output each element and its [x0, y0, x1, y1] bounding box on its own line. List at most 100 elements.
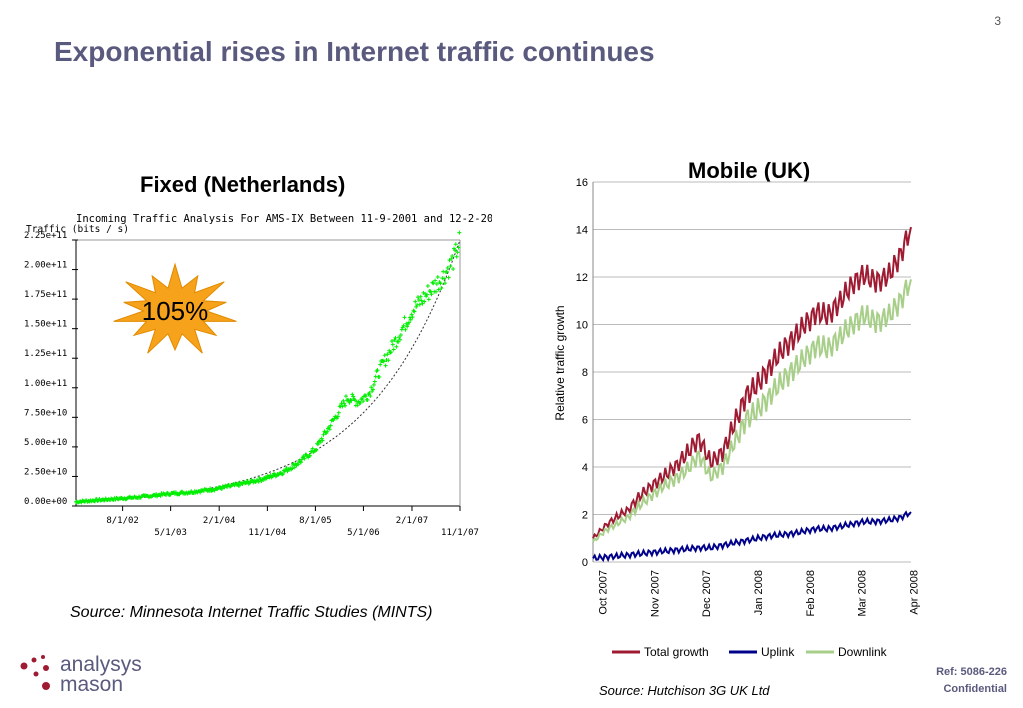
mobile-y-tick-label: 14 [576, 225, 588, 237]
reference-number: Ref: 5086-226 [936, 666, 1007, 678]
fixed-data-point [281, 471, 285, 476]
fixed-data-point [399, 327, 404, 332]
mobile-chart-legend: Total growth Uplink Downlink [612, 645, 888, 659]
fixed-data-point [445, 266, 450, 271]
fixed-data-point [350, 392, 355, 397]
fixed-trend-line [75, 239, 461, 503]
fixed-x-tick-label: 2/1/07 [396, 516, 429, 526]
mobile-x-tick-label: Feb 2008 [805, 570, 817, 616]
growth-starburst: 105% [113, 262, 237, 354]
starburst-label: 105% [142, 296, 209, 326]
fixed-y-tick-label: 5.00e+10 [24, 438, 67, 448]
fixed-data-point [433, 278, 438, 283]
fixed-data-point [396, 339, 401, 344]
fixed-data-point [389, 350, 393, 355]
fixed-data-point [413, 299, 418, 304]
fixed-data-point [292, 465, 297, 470]
fixed-data-point [429, 292, 434, 297]
fixed-y-tick-label: 1.25e+11 [24, 349, 67, 359]
fixed-data-point [343, 403, 348, 408]
fixed-data-point [383, 363, 388, 368]
fixed-data-point [208, 486, 213, 491]
fixed-data-point [351, 394, 356, 399]
confidential-label: Confidential [943, 683, 1007, 695]
fixed-data-point [340, 404, 345, 409]
mobile-uplink-line [592, 510, 912, 563]
mobile-series-lines [592, 226, 912, 563]
fixed-data-point [434, 289, 438, 294]
mobile-y-tick-label: 8 [582, 367, 588, 379]
fixed-data-point [325, 429, 330, 434]
fixed-data-point [299, 457, 304, 462]
fixed-data-point [412, 309, 417, 314]
fixed-data-point [378, 362, 383, 367]
fixed-data-point [410, 315, 415, 320]
fixed-data-point [442, 276, 447, 281]
fixed-data-point [407, 320, 411, 325]
fixed-y-tick-label: 1.75e+11 [24, 290, 67, 300]
fixed-data-point [397, 335, 402, 340]
fixed-data-point [436, 287, 441, 292]
fixed-chart-y-label: Traffic (bits / s) [26, 224, 129, 235]
fixed-data-point [425, 292, 429, 297]
fixed-data-point [336, 410, 341, 415]
fixed-data-point [451, 267, 456, 272]
starburst-shape [113, 262, 237, 354]
mobile-x-tick-label: Oct 2007 [598, 570, 610, 615]
fixed-data-point [391, 347, 396, 352]
fixed-data-point [385, 352, 390, 357]
fixed-data-point [308, 453, 312, 458]
fixed-data-point [446, 275, 451, 280]
mobile-x-tick-label: Jan 2008 [753, 570, 765, 615]
mobile-y-tick-label: 2 [582, 510, 588, 522]
fixed-data-point [310, 446, 315, 451]
fixed-data-points [74, 230, 462, 505]
fixed-data-point [428, 289, 433, 294]
fixed-data-point [414, 304, 419, 309]
fixed-data-point [372, 379, 377, 384]
page-number: 3 [994, 14, 1001, 28]
fixed-data-point [398, 337, 402, 342]
mobile-y-tick-label: 12 [576, 272, 588, 284]
fixed-data-point [454, 254, 459, 259]
fixed-x-tick-label: 11/1/04 [248, 528, 286, 538]
reference-block: Ref: 5086-226 Confidential [936, 664, 1007, 698]
fixed-data-point [390, 342, 395, 347]
fixed-data-point [347, 400, 352, 405]
fixed-data-point [401, 323, 406, 328]
fixed-chart-title: Incoming Traffic Analysis For AMS-IX Bet… [76, 213, 492, 225]
fixed-data-point [438, 281, 443, 286]
fixed-data-point [417, 302, 422, 307]
fixed-x-tick-label: 11/1/07 [441, 528, 479, 538]
fixed-y-tick-label: 2.00e+11 [24, 261, 67, 271]
mobile-y-tick-label: 0 [582, 557, 588, 569]
fixed-data-point [371, 387, 375, 392]
fixed-data-point [394, 344, 399, 349]
mobile-y-tick-label: 4 [582, 462, 588, 474]
fixed-data-point [456, 245, 461, 250]
fixed-data-point [361, 399, 366, 404]
fixed-data-point [444, 269, 449, 274]
fixed-data-point [386, 358, 391, 363]
mobile-chart-y-label: Relative traffic growth [553, 305, 567, 420]
mobile-x-tick-label: Mar 2008 [857, 570, 869, 616]
fixed-data-point [398, 332, 403, 337]
mobile-chart-x-ticks: Oct 2007 Nov 2007 Dec 2007 Jan 2008 Feb 2008… [598, 570, 921, 617]
fixed-data-point [256, 479, 261, 484]
mobile-x-tick-label: Dec 2007 [701, 570, 713, 617]
fixed-data-point [335, 414, 340, 419]
fixed-x-tick-label: 8/1/05 [299, 516, 332, 526]
fixed-y-tick-label: 1.50e+11 [24, 320, 67, 330]
fixed-data-point [296, 462, 301, 467]
logo-text-analysys: analysys [60, 653, 142, 676]
fixed-data-point [409, 312, 414, 317]
fixed-chart-heading: Fixed (Netherlands) [140, 172, 346, 197]
fixed-data-point [368, 394, 373, 399]
mobile-legend-label: Uplink [761, 645, 795, 659]
logo-text-mason: mason [60, 673, 124, 696]
fixed-data-point [426, 297, 431, 302]
fixed-data-point [344, 394, 348, 399]
fixed-data-point [403, 327, 408, 332]
fixed-y-tick-label: 1.00e+11 [24, 379, 67, 389]
mobile-legend-label: Downlink [838, 645, 888, 659]
